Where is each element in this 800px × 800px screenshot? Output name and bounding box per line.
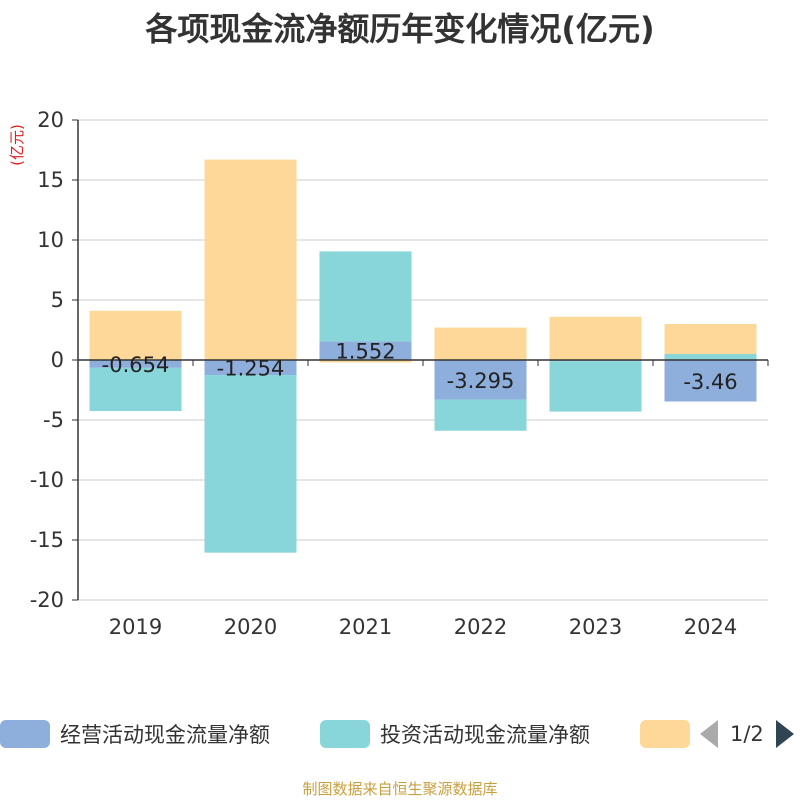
bar-financing — [89, 310, 182, 360]
legend: 经营活动现金流量净额 投资活动现金流量净额 — [0, 714, 800, 754]
bar-financing — [549, 316, 642, 360]
bar-investing — [664, 354, 757, 360]
bar-investing — [204, 375, 297, 553]
bar-financing — [319, 360, 412, 363]
legend-item-investing[interactable]: 投资活动现金流量净额 — [320, 714, 590, 754]
x-tick-label: 2023 — [569, 615, 622, 639]
y-tick-label: 20 — [37, 108, 64, 132]
bar-operating — [664, 360, 757, 402]
bar-investing — [319, 251, 412, 342]
bar-chart: 20 15 10 5 0 -5 -10 -15 -20 (亿元) -0.654 -1.254 1.552… — [8, 108, 769, 639]
legend-item-financing[interactable] — [640, 714, 700, 754]
bar-financing — [434, 327, 527, 360]
data-label: -1.254 — [217, 357, 285, 381]
data-source-note: 制图数据来自恒生聚源数据库 — [302, 780, 498, 798]
y-tick-label: -15 — [30, 528, 64, 552]
prev-page-icon[interactable] — [700, 720, 718, 748]
bar-financing — [664, 324, 757, 354]
y-tick-label: -20 — [30, 588, 64, 612]
legend-swatch-investing — [320, 720, 370, 748]
x-tick-label: 2021 — [339, 615, 392, 639]
y-tick-label: 5 — [51, 288, 64, 312]
next-page-icon[interactable] — [775, 720, 794, 748]
data-label: -0.654 — [102, 353, 170, 377]
bar-operating — [89, 360, 182, 368]
y-unit-label: (亿元) — [8, 124, 26, 166]
legend-page-indicator: 1/2 — [730, 722, 764, 746]
bar-investing — [549, 361, 642, 412]
x-tick-label: 2019 — [109, 615, 162, 639]
bar-investing — [434, 399, 527, 431]
y-tick-label: 0 — [51, 348, 64, 372]
chart-title: 各项现金流净额历年变化情况(亿元) — [145, 10, 655, 48]
legend-label-operating: 经营活动现金流量净额 — [60, 723, 270, 747]
bar-operating — [434, 360, 527, 400]
legend-pager: 1/2 — [700, 714, 794, 754]
y-tick-label: -5 — [43, 408, 64, 432]
legend-label-investing: 投资活动现金流量净额 — [380, 723, 590, 747]
data-label: -3.295 — [447, 369, 515, 393]
x-tick-label: 2022 — [454, 615, 507, 639]
bar-operating — [319, 341, 412, 360]
x-tick-label: 2024 — [684, 615, 737, 639]
legend-item-operating[interactable]: 经营活动现金流量净额 — [0, 714, 270, 754]
bar-operating — [204, 360, 297, 376]
y-tick-label: -10 — [30, 468, 64, 492]
legend-swatch-financing — [640, 720, 690, 748]
bar-financing — [204, 159, 297, 360]
data-label: -3.46 — [683, 370, 737, 394]
data-label: 1.552 — [335, 340, 395, 364]
y-tick-label: 15 — [37, 168, 64, 192]
y-tick-label: 10 — [37, 228, 64, 252]
bar-investing — [89, 367, 182, 412]
legend-swatch-operating — [0, 720, 50, 748]
x-tick-label: 2020 — [224, 615, 277, 639]
